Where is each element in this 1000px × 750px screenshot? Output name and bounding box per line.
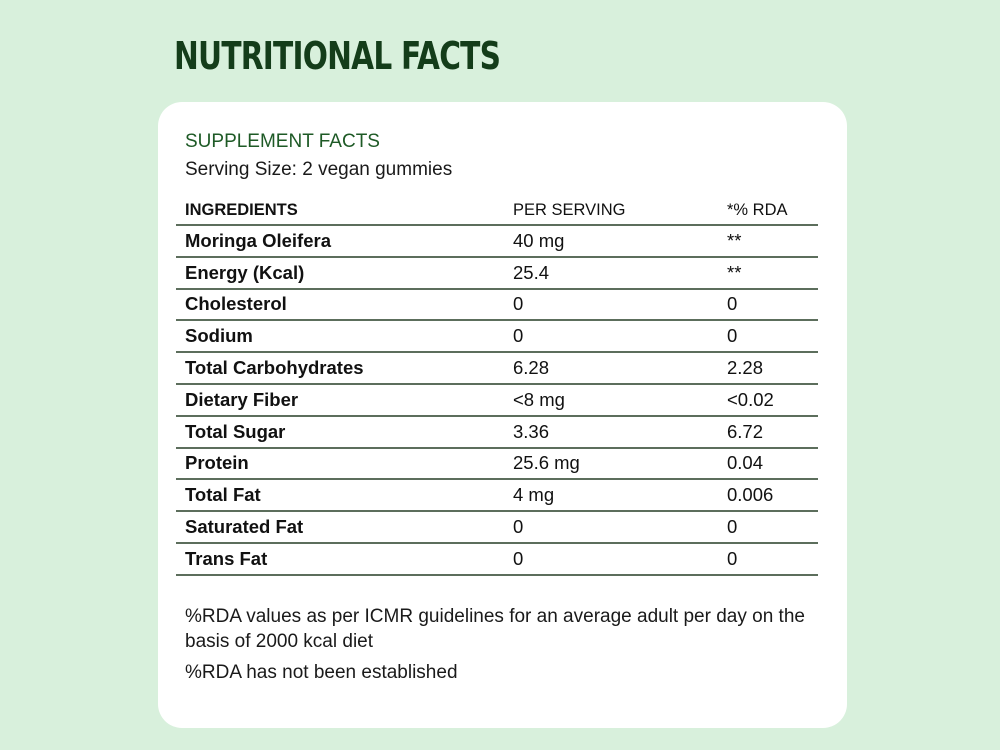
rda-value: 0 bbox=[718, 511, 818, 544]
table-row: Sodium 0 0 bbox=[176, 320, 818, 354]
per-serving-value: 0 bbox=[504, 320, 718, 354]
per-serving-value: 0 bbox=[504, 542, 718, 576]
footnote-rda-not-established: %RDA has not been established bbox=[185, 662, 458, 683]
nutrition-table: INGREDIENTS PER SERVING *% RDA Moringa O… bbox=[176, 196, 818, 576]
ingredient-name: Sodium bbox=[176, 320, 504, 354]
ingredient-name: Moringa Oleifera bbox=[176, 225, 504, 258]
rda-value: <0.02 bbox=[718, 383, 818, 417]
rda-value: 6.72 bbox=[718, 415, 818, 449]
table-row: Protein 25.6 mg 0.04 bbox=[176, 447, 818, 481]
ingredient-name: Saturated Fat bbox=[176, 511, 504, 544]
ingredient-name: Protein bbox=[176, 447, 504, 481]
table-row: Cholesterol 0 0 bbox=[176, 288, 818, 322]
header-ingredients: INGREDIENTS bbox=[176, 196, 504, 226]
ingredient-name: Energy (Kcal) bbox=[176, 256, 504, 290]
rda-value: 0 bbox=[718, 542, 818, 576]
table-row: Energy (Kcal) 25.4 ** bbox=[176, 256, 818, 290]
rda-value: 0 bbox=[718, 320, 818, 354]
table-row: Saturated Fat 0 0 bbox=[176, 511, 818, 544]
per-serving-value: 6.28 bbox=[504, 352, 718, 385]
per-serving-value: 25.4 bbox=[504, 256, 718, 290]
rda-value: 2.28 bbox=[718, 352, 818, 385]
header-rda: *% RDA bbox=[718, 196, 818, 226]
rda-value: 0.04 bbox=[718, 447, 818, 481]
table-row: Total Fat 4 mg 0.006 bbox=[176, 479, 818, 513]
rda-value: ** bbox=[718, 225, 818, 258]
ingredient-name: Dietary Fiber bbox=[176, 383, 504, 417]
per-serving-value: 0 bbox=[504, 288, 718, 322]
table-row: Moringa Oleifera 40 mg ** bbox=[176, 225, 818, 258]
table-header-row: INGREDIENTS PER SERVING *% RDA bbox=[176, 196, 818, 226]
ingredient-name: Cholesterol bbox=[176, 288, 504, 322]
per-serving-value: 25.6 mg bbox=[504, 447, 718, 481]
table-row: Dietary Fiber <8 mg <0.02 bbox=[176, 383, 818, 417]
footnote-rda-basis: %RDA values as per ICMR guidelines for a… bbox=[185, 606, 805, 652]
per-serving-value: <8 mg bbox=[504, 383, 718, 417]
table-row: Total Sugar 3.36 6.72 bbox=[176, 415, 818, 449]
serving-size: Serving Size: 2 vegan gummies bbox=[185, 159, 453, 180]
footnotes: %RDA values as per ICMR guidelines for a… bbox=[185, 604, 825, 691]
header-per-serving: PER SERVING bbox=[504, 196, 718, 226]
rda-value: 0.006 bbox=[718, 479, 818, 513]
rda-value: 0 bbox=[718, 288, 818, 322]
table-row: Trans Fat 0 0 bbox=[176, 542, 818, 576]
ingredient-name: Total Fat bbox=[176, 479, 504, 513]
table-row: Total Carbohydrates 6.28 2.28 bbox=[176, 352, 818, 385]
per-serving-value: 4 mg bbox=[504, 479, 718, 513]
ingredient-name: Total Sugar bbox=[176, 415, 504, 449]
ingredient-name: Total Carbohydrates bbox=[176, 352, 504, 385]
ingredient-name: Trans Fat bbox=[176, 542, 504, 576]
supplement-facts-heading: SUPPLEMENT FACTS bbox=[185, 131, 380, 152]
per-serving-value: 40 mg bbox=[504, 225, 718, 258]
rda-value: ** bbox=[718, 256, 818, 290]
supplement-facts-card: SUPPLEMENT FACTS Serving Size: 2 vegan g… bbox=[158, 102, 847, 728]
per-serving-value: 3.36 bbox=[504, 415, 718, 449]
page-title: NUTRITIONAL FACTS bbox=[174, 34, 501, 78]
per-serving-value: 0 bbox=[504, 511, 718, 544]
